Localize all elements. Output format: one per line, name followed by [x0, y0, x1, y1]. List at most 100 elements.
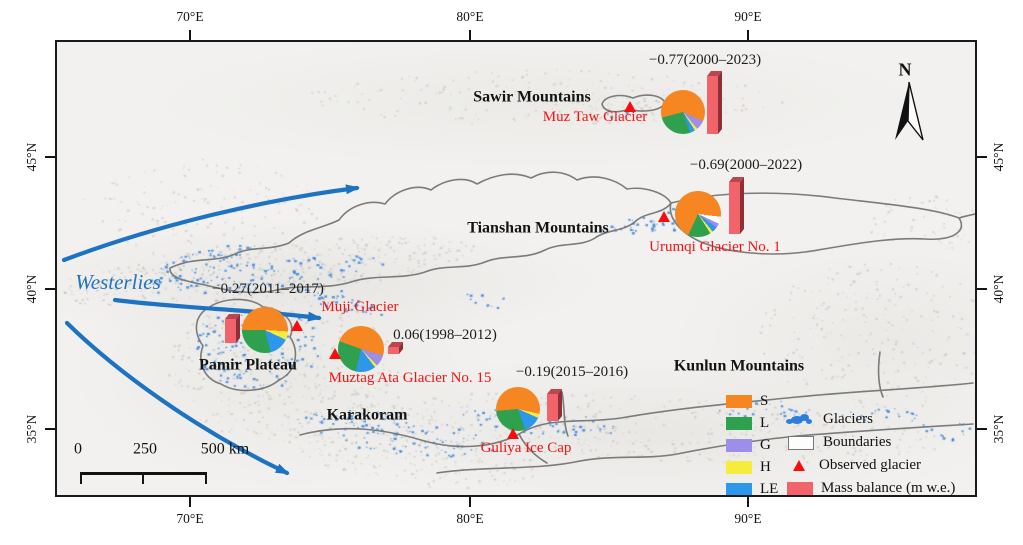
mass-balance-bar-front: [547, 394, 558, 421]
legend-label-le: LE: [760, 480, 779, 497]
pie-chart-muztag-ata-glacier-no-15: [338, 326, 384, 372]
scalebar-label-250: 250: [133, 440, 157, 458]
map-canvas: Westerlies N Sawir Mountains Tianshan Mo…: [55, 40, 977, 497]
swatch-g: [726, 438, 752, 452]
legend-label-l: L: [760, 414, 770, 431]
label-tianshan-mountains: Tianshan Mountains: [467, 219, 609, 237]
axis-tick: [469, 30, 471, 40]
observed-glacier-marker: [290, 319, 303, 331]
label-muz-taw-glacier: Muz Taw Glacier: [542, 109, 648, 126]
legend-item-glaciers: Glaciers: [785, 408, 955, 431]
legend-item-le: LE: [726, 478, 779, 497]
mass-balance-label-urumqi: −0.69(2000–2022): [689, 157, 803, 174]
mass-balance-bar-front: [388, 347, 399, 354]
legend-item-boundaries: Boundaries: [785, 431, 955, 454]
scalebar-label-500km: 500 km: [200, 440, 250, 458]
mass-balance-bar-top: [225, 314, 240, 319]
mass-balance-bar-top: [729, 177, 744, 182]
label-muji-glacier: Muji Glacier: [321, 299, 399, 316]
label-pamir-plateau: Pamir Plateau: [199, 356, 297, 374]
label-urumqi-glacier: Urumqi Glacier No. 1: [649, 239, 781, 256]
observed-glacier-marker: [657, 210, 670, 222]
label-sawir-mountains: Sawir Mountains: [473, 88, 591, 106]
boundary-edge-right: [958, 213, 975, 219]
westerlies-arrows: [61, 184, 360, 476]
observed-glacier-swatch-icon: [793, 460, 805, 471]
pie-layer: [57, 42, 975, 495]
label-karakoram: Karakoram: [326, 406, 408, 424]
legend-label-g: G: [760, 436, 771, 453]
mass-balance-bar-front: [707, 76, 718, 134]
boundary-kunlun-south: [436, 423, 974, 474]
mass-balance-bar-side: [399, 342, 403, 354]
axis-tick: [189, 30, 191, 40]
legend-item-observed-glacier: Observed glacier: [785, 454, 955, 477]
pie-chart-urumqi-glacier-no-1: [675, 191, 721, 237]
axis-tick: [189, 497, 191, 507]
label-kunlun-mountains: Kunlun Mountains: [673, 357, 805, 375]
axis-label-top-90e: 90°E: [734, 8, 762, 24]
mass-balance-label-guliya: −0.19(2015–2016): [515, 364, 629, 381]
axis-tick: [45, 156, 55, 158]
mass-balance-bar-top: [707, 71, 722, 76]
north-arrow-left-half: [895, 82, 909, 140]
swatch-h: [726, 460, 752, 474]
axis-label-right-45n: 45°N: [990, 142, 1006, 172]
axis-label-left-45n: 45°N: [23, 142, 39, 172]
map-overlay-svg: [61, 71, 975, 476]
observed-glacier-marker: [328, 347, 341, 359]
legend-label-glaciers: Glaciers: [823, 411, 873, 427]
swatch-le: [726, 482, 752, 495]
legend-item-mass-balance: Mass balance (m w.e.): [785, 477, 955, 495]
boundary-branch: [518, 433, 548, 464]
glaciers-swatch-icon: [785, 413, 819, 427]
westerlies-arrow-middle: [112, 297, 322, 322]
axis-label-bottom-90e: 90°E: [734, 510, 762, 526]
pie-chart-muz-taw-glacier: [661, 90, 705, 134]
axis-label-top-70e: 70°E: [176, 8, 204, 24]
axis-tick: [747, 30, 749, 40]
north-arrow: [895, 81, 924, 141]
mass-balance-bars: [225, 71, 744, 421]
axis-label-left-40n: 40°N: [23, 274, 39, 304]
observed-glacier-marker: [623, 100, 636, 112]
axis-tick: [977, 156, 987, 158]
marker-layer: [57, 42, 975, 495]
mass-balance-bar-side: [718, 71, 722, 134]
pie-chart-guliya-ice-cap: [496, 387, 540, 431]
mass-balance-bar-side: [236, 314, 240, 343]
legend-item-l: L: [726, 412, 778, 434]
boundaries-swatch-icon: [788, 435, 814, 450]
swatch-s: [726, 394, 752, 408]
boundaries-group: [169, 94, 975, 474]
scalebar-tick: [205, 472, 207, 484]
label-guliya-ice-cap: Guliya Ice Cap: [480, 440, 572, 457]
mass-balance-label-muztag: 0.06(1998–2012): [393, 327, 497, 344]
axis-tick: [977, 288, 987, 290]
legend-item-s: S: [726, 390, 778, 412]
mass-balance-bar-top: [388, 342, 403, 347]
westerlies-arrow-north: [61, 184, 360, 263]
legend-label-h: H: [760, 458, 771, 475]
westerlies-label: Westerlies: [75, 269, 161, 294]
legend-item-h: H: [726, 456, 778, 478]
legend-label-observed-glacier: Observed glacier: [819, 457, 922, 473]
scalebar-label-0: 0: [74, 440, 82, 458]
axis-label-top-80e: 80°E: [456, 8, 484, 24]
pie-chart-muji-glacier: [242, 307, 288, 353]
mass-balance-label-muz-taw: −0.77(2000–2023): [648, 52, 762, 69]
boundary-tianshan-east: [669, 192, 963, 255]
north-arrow-right-half: [907, 81, 924, 141]
mass-balance-bar-side: [740, 177, 744, 234]
legend-symbols: Glaciers Boundaries Observed glacier Mas…: [785, 408, 955, 495]
boundary-tianshan-west: [169, 171, 672, 294]
mass-balance-bar-front: [225, 319, 236, 343]
north-label: N: [898, 59, 912, 80]
axis-tick: [747, 497, 749, 507]
legend-label-boundaries: Boundaries: [823, 434, 892, 450]
mass-balance-label-muji: −0.27(2011–2017): [212, 281, 324, 298]
axis-tick: [45, 428, 55, 430]
swatch-l: [726, 416, 752, 430]
boundary-east-vertical: [877, 351, 884, 398]
